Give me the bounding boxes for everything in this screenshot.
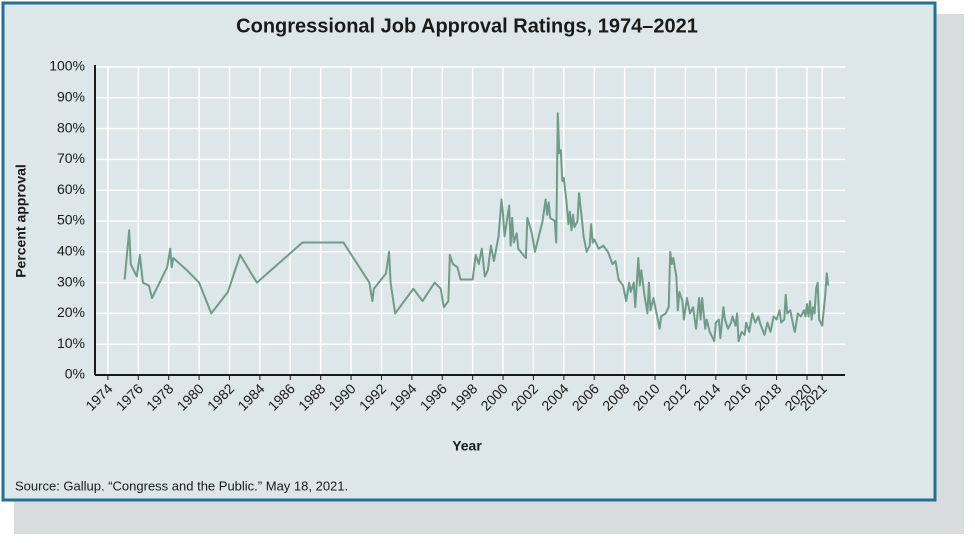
y-tick-label: 30%: [57, 273, 85, 289]
y-tick-label: 10%: [57, 335, 85, 351]
y-axis-label: Percent approval: [13, 164, 29, 278]
y-tick-label: 20%: [57, 304, 85, 320]
y-tick-label: 40%: [57, 243, 85, 259]
x-axis-label: Year: [452, 438, 482, 454]
y-tick-label: 90%: [57, 89, 85, 105]
y-tick-label: 100%: [49, 58, 85, 74]
y-tick-label: 60%: [57, 181, 85, 197]
source-note: Source: Gallup. “Congress and the Public…: [15, 478, 348, 493]
y-tick-label: 70%: [57, 150, 85, 166]
y-tick-label: 50%: [57, 212, 85, 228]
chart-title: Congressional Job Approval Ratings, 1974…: [236, 15, 698, 37]
y-tick-label: 0%: [65, 366, 85, 382]
y-tick-label: 80%: [57, 119, 85, 135]
data-line: [123, 112, 830, 343]
